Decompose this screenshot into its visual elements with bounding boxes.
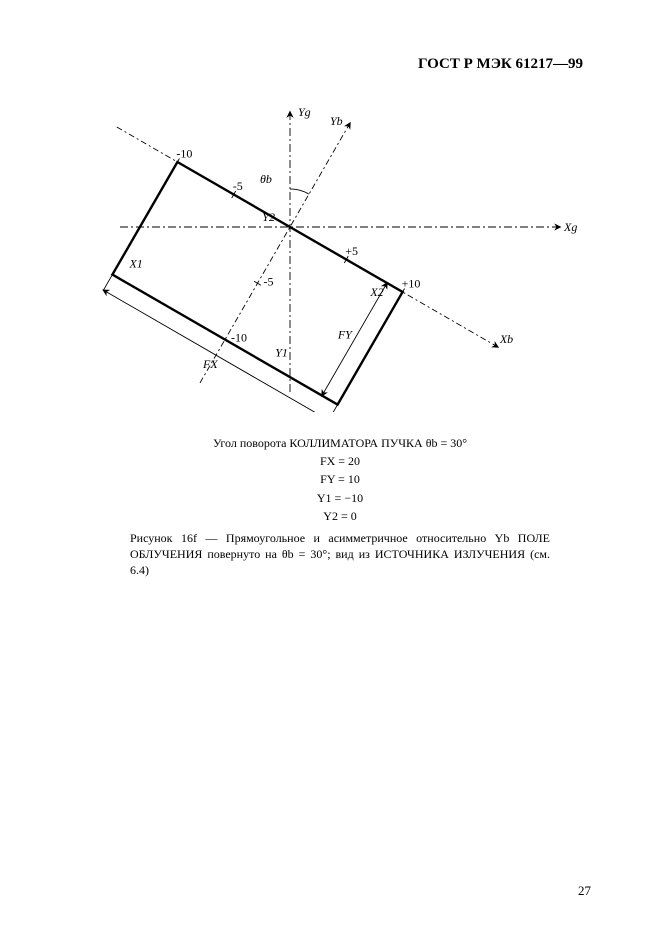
caption-val-1: FY = 10 [130,471,550,487]
svg-text:Y1: Y1 [275,346,288,360]
geometry-diagram: Yg Xg Xb Yb θb +10 +5 -5 -10 -5 -10 FX FY X1 X2 Y1 Y2 [100,92,580,412]
svg-text:Xg: Xg [563,220,577,234]
svg-text:-10: -10 [176,146,192,160]
svg-text:+10: +10 [402,276,421,290]
svg-text:+5: +5 [345,244,358,258]
page: ГОСТ Р МЭК 61217—99 Yg Xg Xb Yb θb +10 +5 -5 -10… [0,0,661,935]
caption-val-3: Y2 = 0 [130,508,550,524]
svg-text:Y2: Y2 [262,210,275,224]
svg-text:X2: X2 [369,285,383,299]
diagram-container: Yg Xg Xb Yb θb +10 +5 -5 -10 -5 -10 FX FY X1 X2 Y1 Y2 [100,92,580,412]
svg-text:θb: θb [260,172,272,186]
caption-body: Рисунок 16f — Прямоугольное и асимметрич… [130,530,550,579]
figure-caption: Угол поворота КОЛЛИМАТОРА ПУЧКА θb = 30°… [130,435,550,579]
caption-angle-line: Угол поворота КОЛЛИМАТОРА ПУЧКА θb = 30° [130,435,550,451]
standard-code: ГОСТ Р МЭК 61217—99 [418,56,583,73]
svg-text:-10: -10 [231,331,247,345]
caption-val-2: Y1 = −10 [130,490,550,506]
page-number: 27 [578,883,591,899]
svg-text:X1: X1 [128,257,142,271]
svg-text:Yb: Yb [330,114,343,128]
svg-text:-5: -5 [264,274,274,288]
svg-text:Yg: Yg [298,105,311,119]
caption-val-0: FX = 20 [130,453,550,469]
svg-text:FX: FX [202,357,218,371]
svg-text:Xb: Xb [499,332,513,346]
svg-text:-5: -5 [233,179,243,193]
svg-text:FY: FY [337,327,353,341]
